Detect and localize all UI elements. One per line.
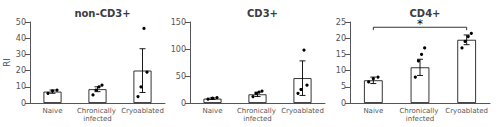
svg-text:50: 50 (16, 18, 26, 27)
svg-text:0: 0 (181, 99, 186, 108)
svg-text:CD3+: CD3+ (247, 8, 278, 19)
svg-text:Chronically: Chronically (77, 107, 118, 115)
svg-text:Chronically: Chronically (399, 107, 440, 115)
svg-text:15: 15 (336, 50, 346, 59)
svg-text:25: 25 (336, 18, 346, 27)
svg-text:0: 0 (21, 99, 26, 108)
svg-text:40: 40 (16, 34, 26, 43)
svg-text:50: 50 (176, 72, 186, 81)
svg-text:5: 5 (341, 82, 346, 91)
svg-text:Naive: Naive (363, 107, 383, 115)
svg-text:Chronically: Chronically (237, 107, 278, 115)
svg-text:10: 10 (336, 66, 346, 75)
svg-text:infected: infected (83, 115, 112, 123)
svg-text:infected: infected (406, 115, 435, 123)
svg-text:20: 20 (16, 66, 26, 75)
svg-text:150: 150 (171, 18, 186, 27)
svg-text:non-CD3+: non-CD3+ (74, 8, 130, 19)
svg-text:Cryoablated: Cryoablated (281, 107, 324, 115)
svg-text:0: 0 (341, 99, 346, 108)
svg-text:Cryoablated: Cryoablated (445, 107, 488, 115)
svg-text:Cryoablated: Cryoablated (121, 107, 164, 115)
svg-text:infected: infected (243, 115, 272, 123)
svg-text:30: 30 (16, 50, 26, 59)
svg-text:CD4+: CD4+ (410, 8, 441, 19)
svg-text:*: * (417, 17, 423, 31)
svg-text:RI: RI (2, 58, 12, 67)
svg-text:Naive: Naive (43, 107, 63, 115)
svg-text:100: 100 (171, 45, 186, 54)
svg-text:20: 20 (336, 34, 346, 43)
svg-text:Naive: Naive (203, 107, 223, 115)
svg-text:10: 10 (16, 82, 26, 91)
